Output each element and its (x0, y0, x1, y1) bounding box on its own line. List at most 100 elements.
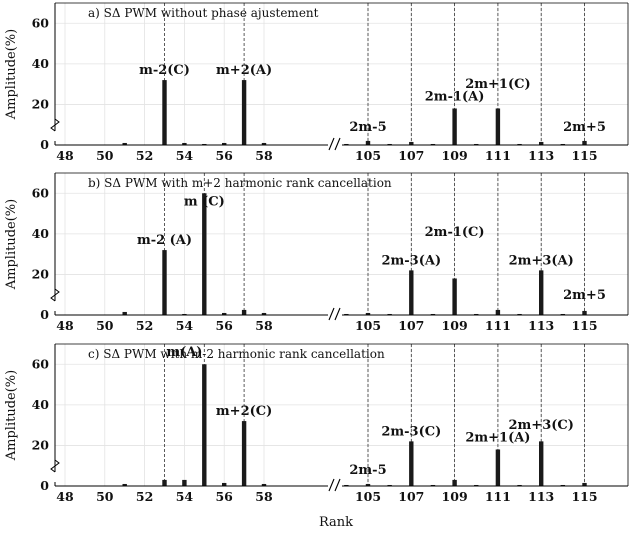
bar-rank-105 (365, 483, 371, 486)
x-tick-label: 107 (398, 489, 424, 504)
bar-rank-51 (122, 483, 127, 486)
bar-rank-51 (122, 311, 127, 315)
bar-rank-56 (222, 312, 227, 315)
bar-rank-113 (539, 270, 544, 315)
bar-rank-55 (202, 143, 207, 145)
bar-annotation: 2m+1(A) (465, 430, 530, 445)
panel-title: c) SΔ PWM with m-2 harmonic rank cancell… (88, 347, 385, 361)
x-tick-label: 115 (571, 148, 597, 163)
x-tick-label: 105 (355, 489, 381, 504)
x-tick-label: 52 (136, 148, 153, 163)
x-tick-label: 56 (215, 489, 233, 504)
bar-annotation: 2m-5 (349, 120, 386, 135)
y-tick-label: 0 (40, 307, 49, 322)
x-tick-label: 109 (442, 318, 468, 333)
bar-rank-57 (241, 80, 247, 145)
x-axis-break-icon (334, 137, 341, 151)
bar-annotation: 2m+5 (563, 288, 606, 303)
y-tick-label: 60 (32, 356, 50, 371)
bar-rank-54 (182, 479, 187, 486)
x-tick-label: 113 (528, 489, 554, 504)
x-axis-break-icon (334, 478, 341, 492)
y-tick-label: 20 (32, 96, 50, 111)
y-axis-label: Amplitude(%) (4, 370, 19, 461)
y-tick-label: 40 (32, 397, 50, 412)
bar-annotation: 2m-3(C) (381, 424, 441, 439)
x-tick-label: 109 (442, 148, 468, 163)
y-tick-label: 40 (32, 56, 50, 71)
panel-b: 0 20 40 60 48 50 52 54 56 58 105 107 109 111 113 115 Amp… (4, 172, 629, 333)
bar-annotation: 2m+3(C) (509, 418, 574, 433)
x-axis-break-icon (328, 137, 335, 151)
x-tick-label: 48 (56, 318, 74, 333)
x-axis-break-icon (334, 307, 341, 321)
x-tick-label: 54 (176, 489, 194, 504)
x-tick-label: 56 (215, 318, 233, 333)
bar-rank-58 (261, 312, 267, 315)
x-tick-label: 111 (485, 148, 511, 163)
bar-rank-111 (495, 449, 501, 486)
bar-rank-115 (582, 140, 587, 145)
bar-annotation: m(A) (166, 345, 202, 360)
bar-rank-56 (222, 482, 227, 486)
bar-rank-111 (495, 108, 501, 145)
panel-a: 0 20 40 60 48 50 52 54 56 58 105 107 109 111 113 115 Amp… (4, 2, 629, 163)
bar-rank-115 (582, 482, 587, 486)
bar-rank-104 (344, 484, 349, 486)
bar-rank-55 (202, 364, 207, 486)
bar-rank-58 (261, 483, 267, 486)
bar-rank-112 (517, 484, 522, 486)
bar-rank-104 (344, 313, 349, 315)
x-tick-label: 52 (136, 489, 153, 504)
bar-annotation: 2m-5 (349, 463, 386, 478)
bar-rank-57 (241, 421, 247, 486)
x-tick-label: 113 (528, 318, 554, 333)
bar-rank-109 (452, 108, 457, 145)
bar-rank-107 (409, 141, 414, 145)
bar-annotation: 2m-3(A) (381, 253, 441, 268)
x-tick-label: 111 (485, 318, 511, 333)
bar-rank-106 (387, 143, 392, 145)
y-tick-label: 0 (40, 478, 49, 493)
y-tick-label: 20 (32, 437, 50, 452)
x-tick-label: 50 (96, 148, 114, 163)
bar-annotation: 2m-1(A) (425, 89, 485, 104)
bar-rank-112 (517, 313, 522, 315)
bar-rank-107 (409, 270, 414, 315)
x-tick-label: 56 (215, 148, 233, 163)
bar-rank-53 (162, 80, 167, 145)
bar-rank-109 (452, 479, 457, 486)
bar-rank-104 (344, 143, 349, 145)
panel-title: a) SΔ PWM without phase ajustement (88, 6, 319, 20)
bar-rank-114 (560, 484, 566, 486)
bar-rank-112 (517, 143, 522, 145)
bar-rank-115 (582, 310, 587, 315)
x-tick-label: 54 (176, 318, 194, 333)
x-tick-label: 111 (485, 489, 511, 504)
bar-rank-110 (474, 313, 479, 315)
x-tick-label: 50 (96, 489, 114, 504)
bar-rank-114 (560, 143, 566, 145)
bar-annotation: 2m+5 (563, 120, 606, 135)
bar-rank-113 (539, 141, 544, 145)
y-axis-label: Amplitude(%) (4, 29, 19, 120)
bar-annotation: m-2(C) (139, 63, 190, 78)
panel-title: b) SΔ PWM with m+2 harmonic rank cancell… (88, 176, 392, 190)
bar-rank-110 (474, 484, 479, 486)
y-tick-label: 0 (40, 137, 49, 152)
y-tick-label: 40 (32, 226, 50, 241)
x-tick-label: 48 (56, 148, 74, 163)
bar-rank-58 (261, 142, 267, 145)
bar-rank-105 (365, 312, 371, 315)
bar-rank-51 (122, 142, 127, 145)
bar-rank-114 (560, 313, 566, 315)
x-tick-label: 58 (255, 489, 273, 504)
bar-rank-53 (162, 250, 167, 315)
y-tick-label: 20 (32, 266, 50, 281)
bar-rank-109 (452, 278, 457, 315)
bar-rank-111 (495, 309, 501, 315)
bar-rank-55 (202, 193, 207, 315)
bar-rank-56 (222, 142, 227, 145)
x-tick-label: 58 (255, 148, 273, 163)
